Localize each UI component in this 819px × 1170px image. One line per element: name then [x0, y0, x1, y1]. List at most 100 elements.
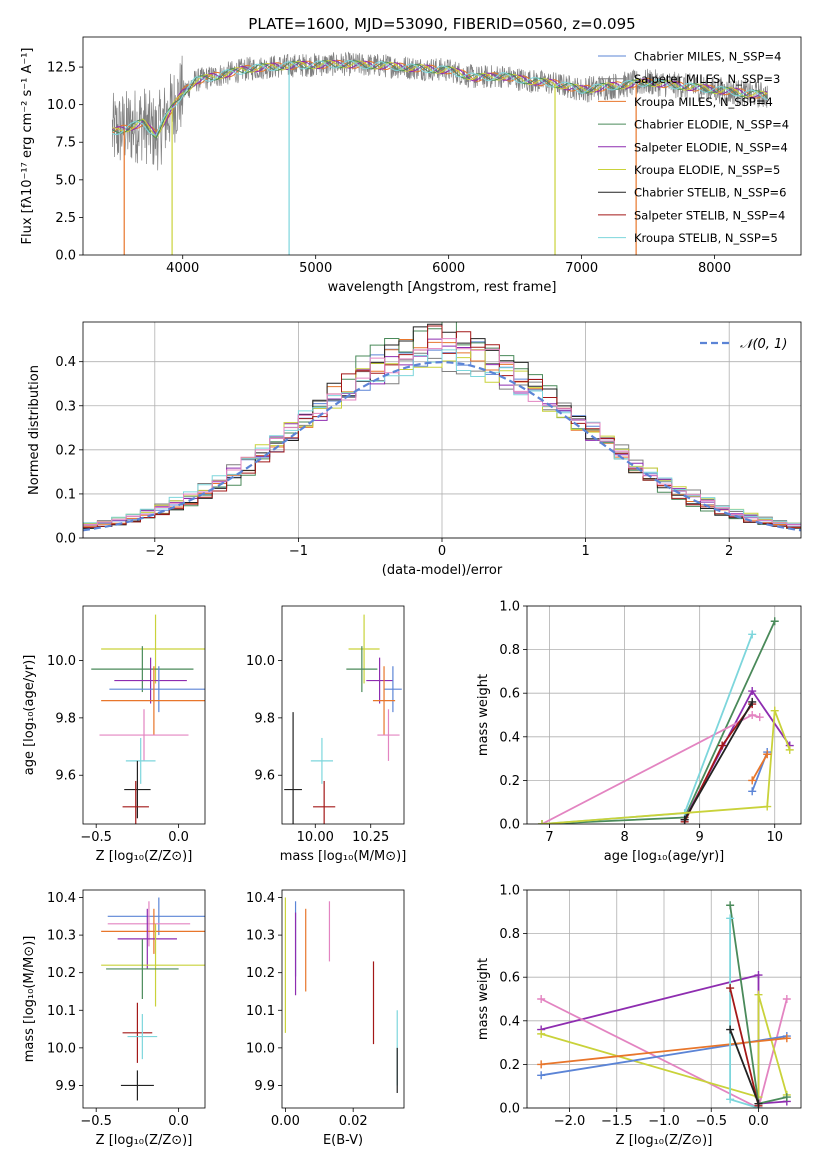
weight-point	[726, 901, 735, 910]
weight-line	[683, 701, 753, 821]
residuals-panel: −2 −1 0 1 2 0.0 0.1 0.2 0.3 0.4 (data-model)/error…	[27, 321, 802, 578]
y-tick-label: 10.2	[47, 966, 76, 981]
x-axis-label: wavelength [Angstrom, rest frame]	[328, 280, 557, 295]
weight-line	[729, 987, 760, 1107]
model-spectrum-line	[112, 60, 768, 139]
weight-vs-z-panel: −2.0 −1.5 −1.0 −0.5 0.0 0.0 0.2 0.4 0.6 0.8 1.0 Z […	[476, 884, 802, 1148]
mass-vs-ebv-panel: 0.00 0.02 9.9 10.0 10.1 10.2 10.3 10.4 E(B-V)	[246, 889, 405, 1148]
legend-label: Chabrier STELIB, N_SSP=6	[634, 186, 786, 200]
x-tick-label: 0.00	[271, 1114, 300, 1129]
model-spectrum-line	[112, 60, 768, 136]
y-tick-label: 10.0	[47, 98, 76, 113]
x-axis-label: E(B-V)	[323, 1133, 363, 1148]
weight-vs-age-panel: 7 8 9 10 0.0 0.2 0.4 0.6 0.8 1.0 age [log₁₀(age/yr…	[476, 600, 802, 864]
chart-title: PLATE=1600, MJD=53090, FIBERID=0560, z=0…	[248, 15, 635, 33]
x-tick-label: 0.0	[168, 830, 189, 845]
x-tick-label: −0.5	[80, 1114, 112, 1129]
x-tick-label: 7000	[565, 261, 598, 276]
y-tick-label: 9.6	[254, 769, 275, 784]
x-tick-label: 10	[766, 830, 783, 845]
weight-point	[748, 711, 757, 719]
axes-frame	[281, 889, 405, 1109]
x-tick-label: 4000	[166, 261, 199, 276]
y-tick-label: 10.4	[47, 891, 76, 906]
weight-line	[540, 994, 788, 1099]
x-tick-label: 2	[725, 544, 733, 559]
y-tick-label: 0.3	[55, 399, 76, 414]
y-tick-label: 10.0	[246, 1041, 275, 1056]
x-axis-label: age [log₁₀(age/yr)]	[604, 849, 725, 864]
x-axis-label: Z [log₁₀(Z/Z⊙)]	[96, 1133, 193, 1148]
y-tick-label: 0.4	[55, 355, 76, 370]
weight-point	[748, 787, 757, 796]
x-tick-label: 0.0	[168, 1114, 189, 1129]
y-axis-label: mass weight	[476, 674, 491, 756]
weight-point	[680, 815, 689, 824]
weight-point	[754, 1099, 763, 1108]
weight-point	[755, 713, 764, 722]
y-tick-label: 10.0	[47, 1041, 76, 1056]
y-tick-label: 0.0	[499, 1102, 520, 1117]
weight-vs-age-plot-area	[538, 617, 794, 824]
legend-label: Kroupa MILES, N_SSP=4	[634, 95, 773, 109]
legend-label: Kroupa STELIB, N_SSP=5	[634, 231, 778, 245]
y-tick-label: 0.0	[499, 818, 520, 833]
age-vs-z-plot-area	[91, 614, 205, 824]
x-tick-label: 0.0	[748, 1114, 769, 1129]
weight-point	[770, 617, 779, 626]
mass-vs-z-panel: −0.5 0.0 9.9 10.0 10.1 10.2 10.3 10.4 Z [log₁₀(Z…	[22, 889, 206, 1148]
x-tick-label: −1.5	[601, 1114, 633, 1129]
legend-label: Salpeter STELIB, N_SSP=4	[634, 208, 785, 222]
x-tick-label: 10.25	[352, 830, 389, 845]
weight-point	[718, 741, 727, 750]
mass-vs-z-plot-area	[101, 897, 205, 1101]
weight-point	[748, 630, 757, 639]
x-axis-label: (data-model)/error	[382, 563, 503, 578]
y-tick-label: 0.2	[499, 774, 520, 789]
spectrum-plot-area	[111, 51, 768, 255]
y-tick-label: 10.3	[246, 929, 275, 944]
y-tick-label: 5.0	[55, 173, 76, 188]
y-tick-label: 0.2	[55, 443, 76, 458]
spectrum-panel: 4000 5000 6000 7000 8000 0.0 2.5 5.0 7.5 10.0 12.5…	[20, 15, 802, 295]
y-tick-label: 0.0	[55, 532, 76, 547]
weight-point	[754, 990, 763, 999]
legend-label: Chabrier ELODIE, N_SSP=4	[634, 118, 789, 132]
y-tick-label: 1.0	[499, 884, 520, 899]
age-vs-mass-plot-area	[284, 614, 402, 824]
y-tick-label: 0.6	[499, 971, 520, 986]
weight-line	[540, 998, 788, 1108]
x-tick-label: −2	[145, 544, 164, 559]
y-tick-label: 0.2	[499, 1058, 520, 1073]
weight-line	[541, 710, 791, 824]
weight-point	[726, 984, 735, 993]
weight-vs-z-plot-area	[537, 901, 791, 1108]
x-tick-label: 10.00	[297, 830, 334, 845]
age-vs-z-panel: −0.5 0.0 9.6 9.8 10.0 Z [log₁₀(Z/Z⊙)] age [log…	[22, 605, 206, 864]
y-tick-label: 0.6	[499, 687, 520, 702]
y-tick-label: 0.1	[55, 487, 76, 502]
weight-line	[729, 1029, 760, 1104]
x-tick-label: −1	[289, 544, 308, 559]
weight-point	[763, 750, 772, 759]
weight-point	[726, 914, 735, 923]
weight-point	[748, 697, 757, 706]
weight-point	[782, 1034, 791, 1043]
y-tick-label: 0.4	[499, 1014, 520, 1029]
weight-point	[726, 1025, 735, 1034]
weight-line	[751, 753, 768, 781]
x-axis-label: mass [log₁₀(M/M⊙)]	[280, 849, 407, 864]
y-tick-label: 10.2	[246, 966, 275, 981]
y-tick-label: 7.5	[55, 136, 76, 151]
weight-point	[537, 1071, 546, 1080]
y-axis-label: age [log₁₀(age/yr)]	[22, 655, 37, 776]
y-tick-label: 12.5	[47, 61, 76, 76]
x-tick-label: 0.02	[339, 1114, 368, 1129]
x-tick-label: 8	[620, 830, 628, 845]
residuals-plot-area	[83, 322, 801, 538]
weight-point	[748, 776, 757, 785]
x-tick-label: 7	[545, 830, 553, 845]
weight-line	[541, 1037, 787, 1066]
y-tick-label: 0.8	[499, 927, 520, 942]
y-axis-label: mass weight	[476, 958, 491, 1040]
